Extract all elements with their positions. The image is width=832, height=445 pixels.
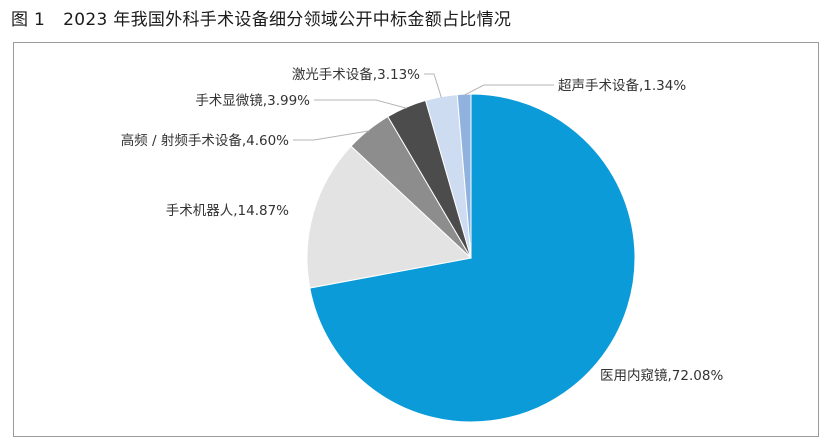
leader-line-5 <box>463 84 554 96</box>
leader-line-3 <box>314 99 407 109</box>
figure-title: 图 1 2023 年我国外科手术设备细分领域公开中标金额占比情况 <box>11 6 511 34</box>
leader-lines <box>293 73 554 141</box>
chart-frame: 医用内窥镜,72.08% 手术机器人,14.87% 高频 / 射频手术设备,4.60… <box>13 42 819 437</box>
slice-label-3: 手术显微镜,3.99% <box>195 93 310 109</box>
pie-slices <box>306 93 636 423</box>
figure-number: 图 1 <box>11 10 46 30</box>
slice-label-2: 高频 / 射频手术设备,4.60% <box>121 132 289 149</box>
slice-labels: 医用内窥镜,72.08% 手术机器人,14.87% 高频 / 射频手术设备,4.60… <box>121 66 724 384</box>
slice-label-1: 手术机器人,14.87% <box>166 203 289 219</box>
slice-label-5: 超声手术设备,1.34% <box>558 77 686 94</box>
pie-chart: 医用内窥镜,72.08% 手术机器人,14.87% 高频 / 射频手术设备,4.60… <box>121 66 724 423</box>
pie-slice-5 <box>456 93 472 259</box>
figure-title-text: 2023 年我国外科手术设备细分领域公开中标金额占比情况 <box>63 10 512 30</box>
leader-line-2 <box>293 130 370 141</box>
pie-slice-0 <box>309 93 636 423</box>
pie-slice-1 <box>306 145 473 289</box>
slice-label-4: 激光手术设备,3.13% <box>292 66 420 83</box>
leader-line-4 <box>424 73 442 98</box>
slice-label-0: 医用内窥镜,72.08% <box>600 367 723 384</box>
